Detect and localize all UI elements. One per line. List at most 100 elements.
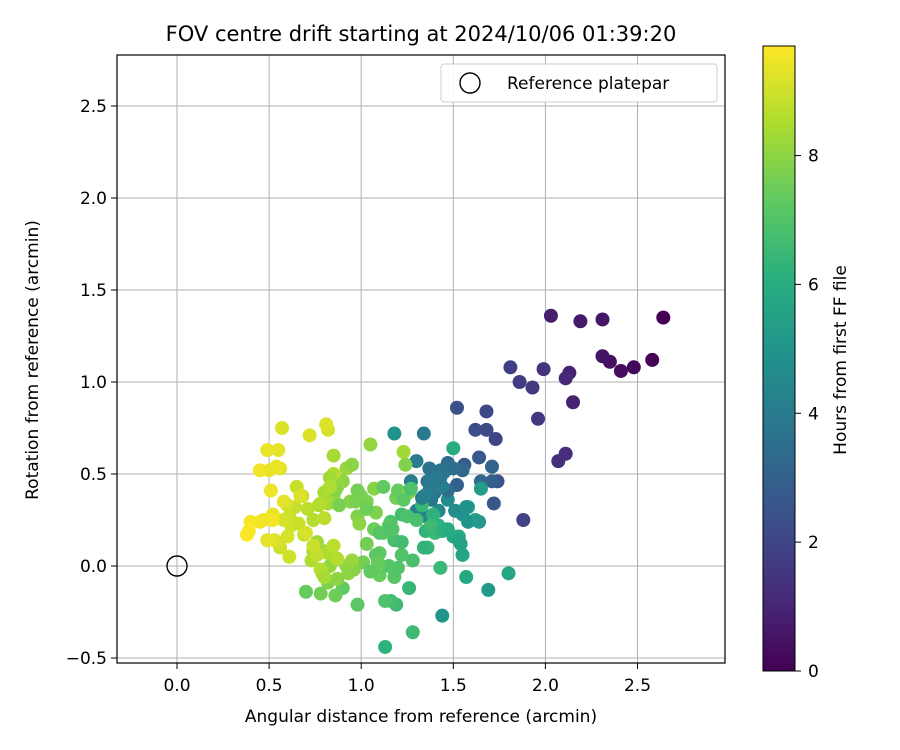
data-point [293,489,308,504]
data-point [536,362,551,377]
data-point [402,581,417,596]
data-point [350,483,365,498]
data-point [378,639,393,654]
data-point [613,363,628,378]
legend: Reference platepar [440,63,718,103]
y-axis-label: Rotation from reference (arcmin) [23,220,43,500]
data-point [566,395,581,410]
data-point [359,536,374,551]
colorbar-tick-label: 8 [808,147,819,167]
data-point [326,538,341,553]
data-point [645,352,660,367]
data-point [359,501,374,516]
data-point [372,525,387,540]
grid [117,55,725,663]
colorbar-label: Hours from first FF file [831,265,851,455]
data-point [396,492,411,507]
data-point [451,533,466,548]
colorbar-tick-label: 4 [808,404,819,424]
data-point [416,426,431,441]
data-point [317,511,332,526]
data-point [363,564,378,579]
data-point [352,516,367,531]
reference-marker-layer [166,555,188,577]
data-point [394,535,409,550]
data-point [595,349,610,364]
legend-reference-marker [459,72,481,94]
data-point [573,314,588,329]
data-point [656,310,671,325]
data-point [378,593,393,608]
x-axis-label: Angular distance from reference (arcmin) [245,707,597,727]
data-point [381,559,396,573]
colorbar-gradient [762,45,796,672]
x-tick-label: 1.0 [348,676,375,696]
data-point [468,422,483,437]
data-point [332,498,347,513]
reference-platepar-marker [166,555,188,577]
data-point [256,513,271,527]
data-point [543,308,558,323]
y-tick-label: 1.5 [80,281,107,301]
data-point [344,457,359,472]
data-point [531,411,546,426]
x-tick-label: 2.5 [624,676,651,696]
y-tick-label: −0.5 [66,649,107,669]
data-point [269,459,284,474]
data-point [484,459,499,474]
y-tick-label: 1.0 [80,373,107,393]
data-point [306,513,321,527]
y-tick-label: 0.5 [80,465,107,485]
axis-ticks: 0.0 0.5 1.0 1.5 2.0 2.5 −0.5 0.0 0.5 1.0 1.5 2.0 2.5 [66,97,651,696]
data-point [455,547,470,562]
data-point [446,441,461,456]
data-point [274,421,289,435]
chart-title: FOV centre drift starting at 2024/10/06 … [166,22,677,46]
data-point [306,538,321,553]
x-tick-label: 2.0 [532,676,559,696]
data-point [446,461,461,476]
data-point [405,553,420,568]
data-point [341,566,356,581]
legend-box [440,63,718,103]
data-point [398,457,413,472]
data-point [260,443,275,458]
data-point [363,437,378,452]
data-point [516,513,531,527]
data-point [298,584,313,599]
plot-frame [116,54,726,664]
colorbar: 0 2 4 6 8 Hours from first FF file [762,45,851,682]
data-point [472,514,487,529]
data-point [422,461,437,476]
data-point [488,432,503,447]
x-tick-label: 0.5 [256,676,283,696]
data-point [282,549,297,564]
legend-label-reference-platepar: Reference platepar [507,74,669,94]
data-point [276,494,291,509]
data-point [459,500,474,515]
data-point [348,494,363,509]
data-point [405,625,420,640]
data-point [344,553,359,568]
colorbar-tick-label: 6 [808,275,819,295]
data-point [252,463,267,478]
data-point [298,525,313,540]
data-point [558,371,573,386]
data-point [326,448,341,463]
data-point [525,380,540,395]
x-tick-label: 0.0 [163,676,190,696]
data-point [472,450,487,465]
data-point [317,570,332,585]
data-point [280,529,295,544]
data-point [313,496,328,511]
data-point [328,588,343,603]
data-point [394,547,409,562]
data-point [595,312,610,327]
data-point [461,514,476,529]
data-point [263,483,278,498]
data-point [302,428,317,443]
colorbar-tick-label: 0 [808,662,819,682]
data-point [459,570,474,585]
data-point [440,522,455,537]
